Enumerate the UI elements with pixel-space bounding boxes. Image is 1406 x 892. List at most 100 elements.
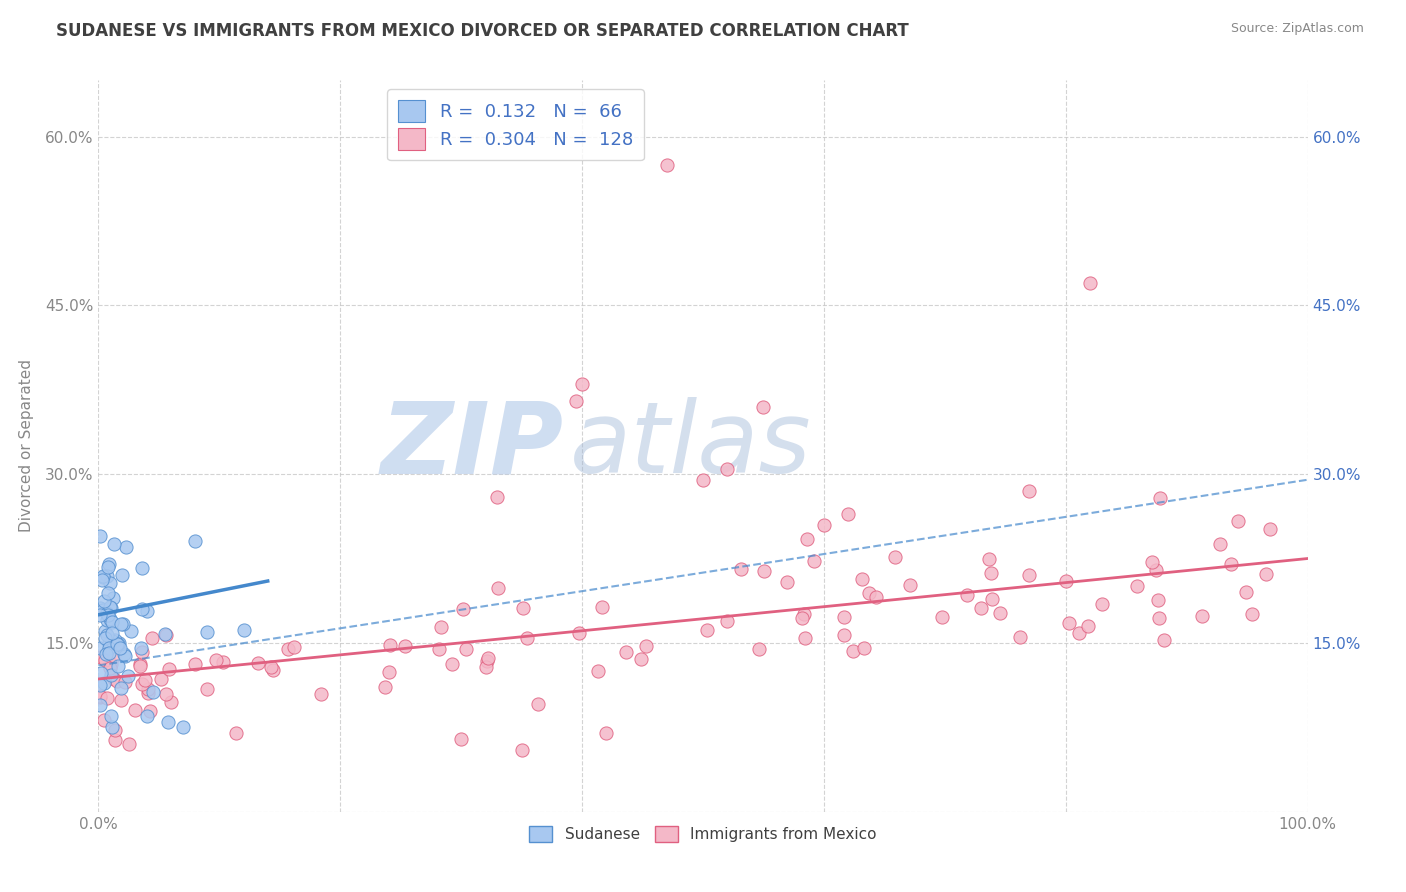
Point <box>98 635 121 649</box>
Point <box>91 570 114 584</box>
Point <box>205 653 228 667</box>
Point <box>101 625 124 640</box>
Point <box>1234 585 1257 599</box>
Point <box>979 552 1001 566</box>
Point <box>104 723 127 738</box>
Point <box>131 640 153 655</box>
Point <box>112 647 135 661</box>
Point <box>111 617 134 632</box>
Point <box>851 573 873 587</box>
Point <box>716 461 738 475</box>
Point <box>475 659 498 673</box>
Point <box>93 624 115 639</box>
Point <box>91 603 114 617</box>
Point <box>837 507 859 521</box>
Point <box>131 602 153 616</box>
Point <box>283 640 305 654</box>
Point <box>1078 276 1101 290</box>
Point <box>98 600 121 615</box>
Point <box>232 623 254 637</box>
Point <box>129 657 152 672</box>
Point <box>93 713 115 727</box>
Point <box>100 668 122 682</box>
Point <box>1018 567 1040 582</box>
Point <box>225 726 247 740</box>
Point <box>813 517 835 532</box>
Point <box>793 607 815 622</box>
Point <box>571 377 593 392</box>
Point <box>104 633 127 648</box>
Point <box>101 591 124 605</box>
Point <box>655 158 678 172</box>
Point <box>1067 625 1090 640</box>
Point <box>1054 574 1077 589</box>
Point <box>716 615 738 629</box>
Point <box>527 697 550 711</box>
Point <box>96 613 118 627</box>
Point <box>1018 483 1040 498</box>
Point <box>115 541 138 555</box>
Point <box>110 681 132 695</box>
Point <box>981 591 1004 606</box>
Point <box>155 687 177 701</box>
Point <box>96 628 118 642</box>
Point <box>1219 558 1241 572</box>
Point <box>131 645 153 659</box>
Point <box>309 687 332 701</box>
Point <box>110 616 132 631</box>
Text: atlas: atlas <box>569 398 811 494</box>
Point <box>114 675 136 690</box>
Point <box>90 665 112 680</box>
Point <box>91 573 114 587</box>
Point <box>153 627 176 641</box>
Point <box>93 675 115 690</box>
Point <box>89 690 111 704</box>
Point <box>91 569 114 583</box>
Point <box>149 672 172 686</box>
Point <box>89 690 111 704</box>
Point <box>1010 630 1032 644</box>
Text: SUDANESE VS IMMIGRANTS FROM MEXICO DIVORCED OR SEPARATED CORRELATION CHART: SUDANESE VS IMMIGRANTS FROM MEXICO DIVOR… <box>56 22 910 40</box>
Point <box>247 657 270 671</box>
Point <box>97 557 120 571</box>
Point <box>111 568 134 582</box>
Point <box>98 612 121 626</box>
Point <box>427 641 450 656</box>
Point <box>118 737 141 751</box>
Point <box>374 680 396 694</box>
Point <box>394 639 416 653</box>
Point <box>103 672 125 686</box>
Point <box>136 682 159 697</box>
Point <box>277 642 299 657</box>
Point <box>98 576 121 591</box>
Point <box>97 586 120 600</box>
Point <box>131 561 153 575</box>
Point <box>1144 563 1167 577</box>
Point <box>803 554 825 568</box>
Point <box>103 648 125 663</box>
Point <box>157 662 180 676</box>
Point <box>96 691 118 706</box>
Point <box>970 600 993 615</box>
Point <box>884 550 907 565</box>
Point <box>430 620 453 634</box>
Point <box>93 594 115 608</box>
Point <box>103 537 125 551</box>
Point <box>1147 592 1170 607</box>
Point <box>134 673 156 687</box>
Point <box>101 720 124 734</box>
Point <box>96 607 118 621</box>
Point <box>752 400 775 414</box>
Point <box>136 604 159 618</box>
Point <box>1057 615 1080 630</box>
Point <box>98 661 121 675</box>
Point <box>105 673 128 688</box>
Point <box>1226 514 1249 528</box>
Point <box>108 636 131 650</box>
Point <box>195 625 218 640</box>
Point <box>510 743 533 757</box>
Point <box>89 678 111 692</box>
Point <box>1254 566 1277 581</box>
Point <box>97 560 120 574</box>
Point <box>988 606 1011 620</box>
